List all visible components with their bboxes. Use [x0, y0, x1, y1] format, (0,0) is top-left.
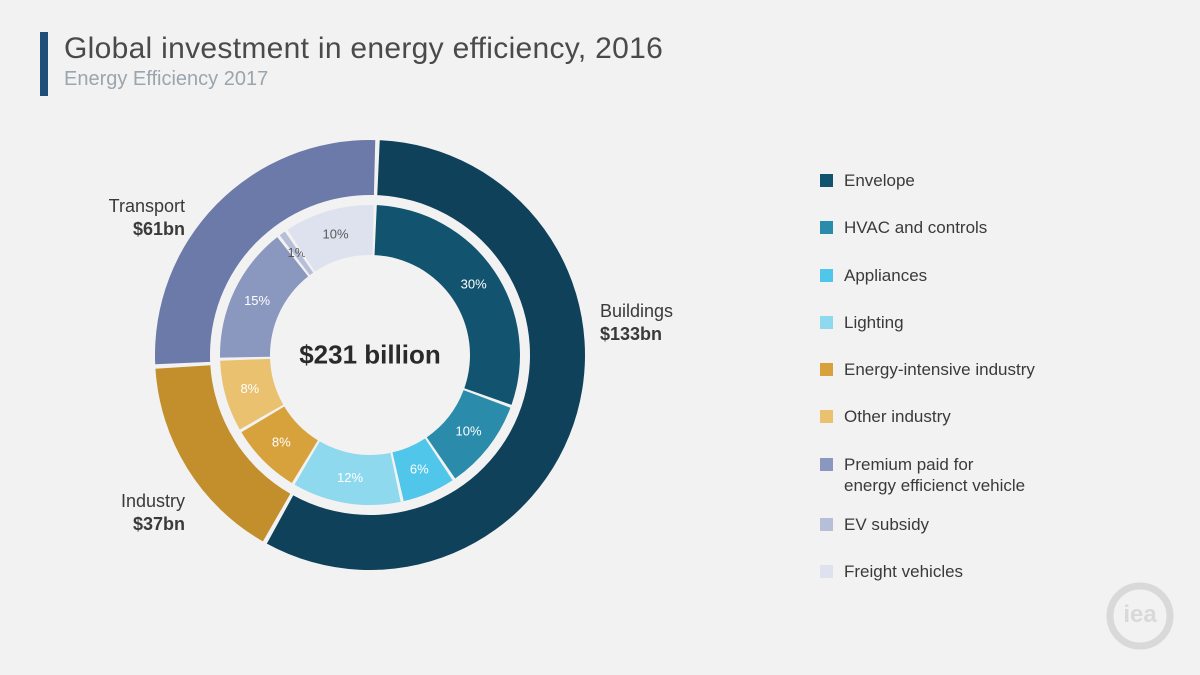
category-name: Buildings	[600, 300, 673, 323]
legend-item: Freight vehicles	[820, 561, 1150, 582]
legend-label: Other industry	[844, 406, 951, 427]
slice-label-lighting: 12%	[337, 470, 363, 485]
center-total-label: $231 billion	[299, 340, 441, 371]
legend-label: Energy-intensive industry	[844, 359, 1035, 380]
legend-item: Lighting	[820, 312, 1150, 333]
legend-label: Envelope	[844, 170, 915, 191]
category-value: $37bn	[90, 513, 185, 536]
title-bar: Global investment in energy efficiency, …	[40, 32, 663, 96]
slice-label-freight: 10%	[323, 226, 349, 241]
slice-label-hvac: 10%	[455, 423, 481, 438]
legend-swatch	[820, 518, 833, 531]
legend-swatch	[820, 363, 833, 376]
legend-label: Premium paid forenergy efficienct vehicl…	[844, 454, 1025, 497]
legend-swatch	[820, 316, 833, 329]
legend-label: Appliances	[844, 265, 927, 286]
chart-legend: Envelope HVAC and controls Appliances Light…	[820, 170, 1150, 609]
legend-item: Energy-intensive industry	[820, 359, 1150, 380]
legend-swatch	[820, 458, 833, 471]
category-name: Industry	[90, 490, 185, 513]
legend-label: HVAC and controls	[844, 217, 987, 238]
slice-label-appliances: 6%	[410, 461, 429, 476]
title-accent	[40, 32, 48, 96]
legend-item: Other industry	[820, 406, 1150, 427]
chart-header: Global investment in energy efficiency, …	[40, 32, 663, 96]
legend-label: Freight vehicles	[844, 561, 963, 582]
chart-title: Global investment in energy efficiency, …	[64, 32, 663, 66]
legend-label: Lighting	[844, 312, 904, 333]
legend-swatch	[820, 565, 833, 578]
title-group: Global investment in energy efficiency, …	[64, 32, 663, 91]
svg-text:iea: iea	[1123, 601, 1157, 628]
legend-item: HVAC and controls	[820, 217, 1150, 238]
legend-item: Premium paid forenergy efficienct vehicl…	[820, 454, 1150, 497]
legend-item: Appliances	[820, 265, 1150, 286]
outer-label-transport: Transport $61bn	[75, 195, 185, 240]
legend-swatch	[820, 174, 833, 187]
category-value: $133bn	[600, 323, 673, 346]
slice-label-premium-ev: 15%	[244, 293, 270, 308]
slice-label-other-ind: 8%	[240, 381, 259, 396]
category-value: $61bn	[75, 218, 185, 241]
outer-label-industry: Industry $37bn	[90, 490, 185, 535]
slice-label-ei-industry: 8%	[272, 435, 291, 450]
legend-label: EV subsidy	[844, 514, 929, 535]
legend-item: Envelope	[820, 170, 1150, 191]
slice-label-envelope: 30%	[461, 277, 487, 292]
iea-logo: iea	[1104, 580, 1176, 657]
category-name: Transport	[75, 195, 185, 218]
legend-swatch	[820, 269, 833, 282]
donut-chart: 30%10%6%12%8%8%15%1%10% $231 billion	[155, 140, 585, 570]
legend-swatch	[820, 221, 833, 234]
legend-item: EV subsidy	[820, 514, 1150, 535]
legend-swatch	[820, 410, 833, 423]
outer-label-buildings: Buildings $133bn	[600, 300, 673, 345]
chart-subtitle: Energy Efficiency 2017	[64, 68, 663, 91]
